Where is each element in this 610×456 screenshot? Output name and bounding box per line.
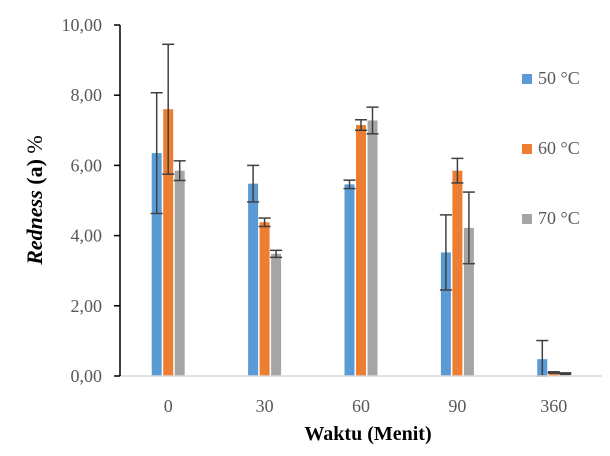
y-tick-label: 8,00 xyxy=(71,85,103,105)
x-tick-labels: 0 30 60 90 360 xyxy=(164,396,568,416)
error-bar xyxy=(547,371,560,374)
error-bar xyxy=(173,160,186,182)
y-axis-title: Redness (a) % xyxy=(22,135,47,266)
error-bar xyxy=(343,179,356,190)
error-bar xyxy=(451,157,464,184)
y-tick-labels: 0,00 2,00 4,00 6,00 8,00 10,00 xyxy=(62,15,120,386)
x-axis-title: Waktu (Menit) xyxy=(304,423,431,445)
error-bar xyxy=(162,43,175,175)
error-bar xyxy=(355,119,367,132)
bar xyxy=(452,170,463,376)
error-bar xyxy=(559,372,572,375)
y-tick-label: 2,00 xyxy=(71,296,103,316)
error-bars-layer xyxy=(150,43,572,377)
y-tick-label: 10,00 xyxy=(62,15,103,35)
legend: 50 °C 60 °C 70 °C xyxy=(522,68,580,228)
y-axis-title-bold: (a) xyxy=(22,159,47,190)
x-tick-label: 0 xyxy=(164,396,173,416)
x-tick-label: 30 xyxy=(256,396,274,416)
legend-label: 70 °C xyxy=(538,208,580,228)
error-bar xyxy=(462,191,475,265)
legend-label: 60 °C xyxy=(538,138,580,158)
legend-swatch xyxy=(522,144,532,154)
error-bar xyxy=(150,91,163,215)
error-bar xyxy=(258,217,271,228)
x-tick-label: 360 xyxy=(540,396,567,416)
bar xyxy=(151,153,162,376)
bar xyxy=(174,170,185,376)
bar xyxy=(367,120,378,376)
bar xyxy=(463,227,474,376)
bar xyxy=(271,253,282,376)
bar xyxy=(548,372,559,376)
bar xyxy=(248,183,259,376)
bar xyxy=(440,252,451,376)
x-tick-label: 90 xyxy=(448,396,466,416)
y-tick-label: 0,00 xyxy=(71,366,103,386)
x-tick-label: 60 xyxy=(352,396,370,416)
y-tick-label: 6,00 xyxy=(71,155,103,175)
y-tick-label: 4,00 xyxy=(71,226,103,246)
error-bar xyxy=(247,164,260,203)
bars-layer xyxy=(151,109,571,377)
bar xyxy=(344,184,355,376)
error-bar xyxy=(366,106,379,135)
y-axis-title-italic: Redness xyxy=(22,190,47,266)
legend-swatch xyxy=(522,74,532,84)
error-bar xyxy=(439,214,452,291)
bar xyxy=(356,125,366,376)
legend-swatch xyxy=(522,214,532,224)
bar xyxy=(163,109,174,377)
legend-label: 50 °C xyxy=(538,68,580,88)
error-bar xyxy=(270,249,283,259)
bar xyxy=(259,222,270,376)
y-axis-title-unit: % xyxy=(22,135,47,159)
